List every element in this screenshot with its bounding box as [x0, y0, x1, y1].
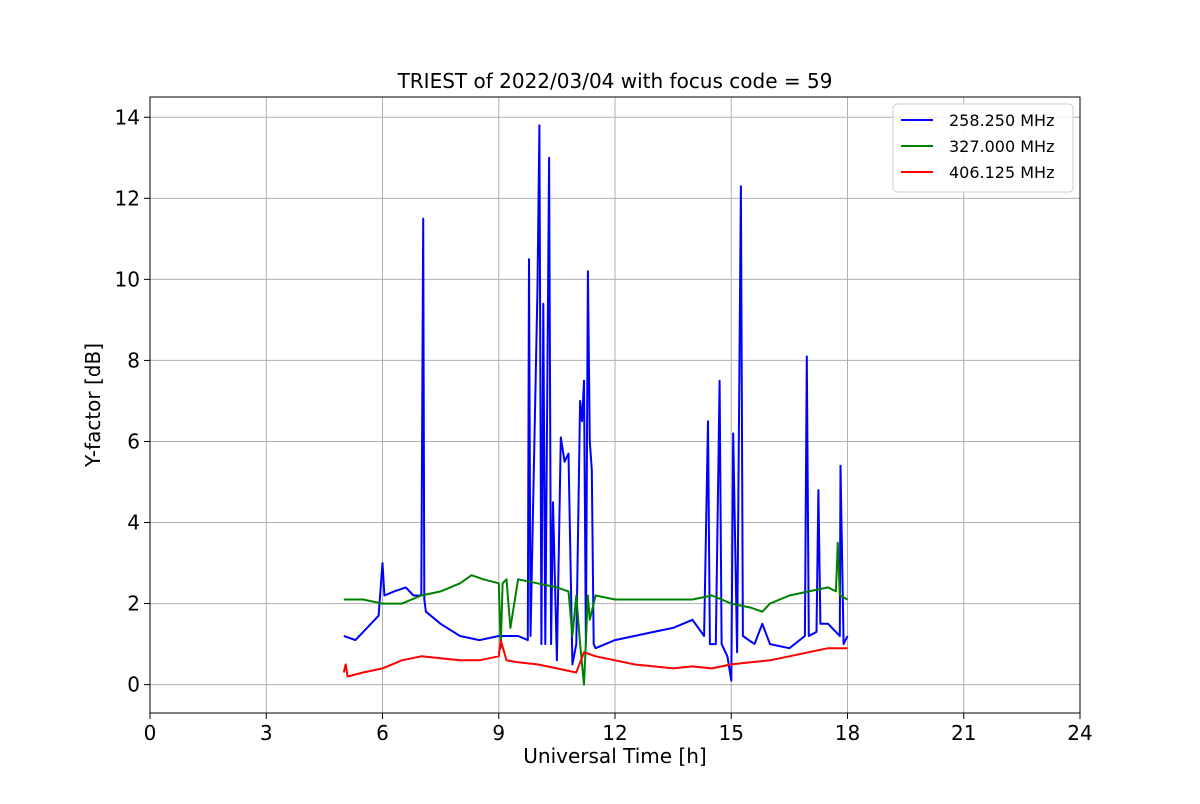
legend-label: 327.000 MHz [949, 137, 1054, 156]
y-tick-label: 4 [127, 511, 140, 535]
x-tick-label: 6 [376, 721, 389, 745]
series-line-2 [343, 541, 848, 686]
y-tick-label: 14 [115, 105, 140, 129]
y-tick-label: 12 [115, 186, 140, 210]
x-tick-label: 18 [835, 721, 860, 745]
y-tick-label: 10 [115, 267, 140, 291]
y-tick-label: 0 [127, 673, 140, 697]
legend: 258.250 MHz 327.000 MHz 406.125 MHz [892, 103, 1074, 193]
y-tick-label: 8 [127, 348, 140, 372]
x-axis-ticks: 0 3 6 9 12 15 18 21 24 [144, 713, 1093, 745]
series-line-3 [342, 639, 848, 678]
x-tick-label: 12 [602, 721, 627, 745]
x-tick-label: 3 [260, 721, 273, 745]
x-tick-label: 15 [719, 721, 744, 745]
x-tick-label: 9 [492, 721, 505, 745]
x-tick-label: 24 [1067, 721, 1092, 745]
y-tick-label: 2 [127, 592, 140, 616]
legend-box [892, 103, 1074, 193]
series-line-1 [343, 124, 849, 682]
x-tick-label: 21 [951, 721, 976, 745]
chart-title: TRIEST of 2022/03/04 with focus code = 5… [397, 69, 833, 93]
legend-label: 258.250 MHz [949, 111, 1054, 130]
y-tick-label: 6 [127, 429, 140, 453]
series-lines [342, 124, 849, 686]
y-axis-label: Y-factor [dB] [81, 343, 105, 468]
x-axis-label: Universal Time [h] [523, 744, 706, 768]
legend-label: 406.125 MHz [949, 163, 1054, 182]
x-tick-label: 0 [144, 721, 157, 745]
y-axis-ticks: 0 2 4 6 8 10 12 14 [115, 105, 150, 697]
